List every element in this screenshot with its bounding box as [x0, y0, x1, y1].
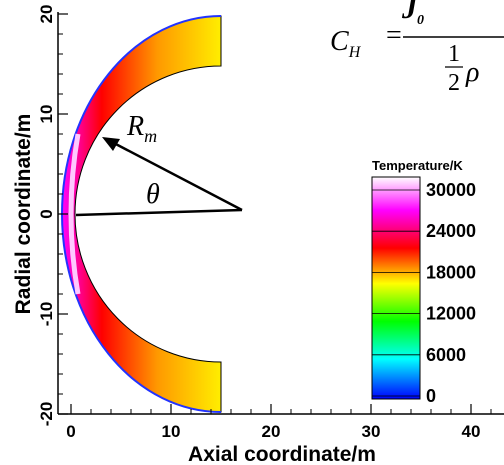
axis-ticks	[58, 13, 492, 415]
legend-level-label: 24000	[426, 221, 476, 241]
x-tick-label: 30	[362, 422, 381, 441]
legend-level-label: 0	[426, 386, 436, 406]
x-tick-label: 0	[66, 422, 75, 441]
formula-integral: J0	[401, 0, 424, 28]
legend-ticks	[372, 189, 420, 397]
formula-lhs: CH	[330, 26, 362, 61]
x-tick-label: 20	[262, 422, 281, 441]
y-tick-label: 20	[37, 5, 56, 24]
radius-symbol: Rm	[126, 111, 157, 146]
x-tick-labels: 0 10 20 30 40	[66, 422, 480, 441]
y-tick-labels: -20 -10 0 10 20	[37, 5, 56, 427]
legend-level-label: 12000	[426, 304, 476, 324]
legend-level-label: 6000	[426, 345, 466, 365]
radius-arrow-head	[102, 137, 120, 151]
x-axis-label: Axial coordinate/m	[188, 443, 376, 465]
radius-arrow-line	[109, 139, 243, 212]
x-tick-label: 10	[162, 422, 181, 441]
y-tick-label: 0	[37, 209, 56, 218]
legend-colorbar	[371, 176, 421, 400]
y-tick-label: -20	[37, 402, 56, 427]
formula-equals: =	[386, 20, 402, 51]
y-tick-label: 10	[37, 105, 56, 124]
legend-labels: 30000 24000 18000 12000 6000 0	[426, 180, 476, 406]
formula-two: 2	[448, 70, 460, 96]
formula-one: 1	[448, 41, 460, 67]
y-axis-label: Radial coordinate/m	[12, 114, 35, 315]
x-tick-label: 40	[462, 422, 481, 441]
formula-rho: ρ	[465, 57, 479, 88]
y-tick-label: -10	[37, 302, 56, 327]
angle-baseline	[75, 208, 243, 217]
legend-level-label: 30000	[426, 180, 476, 200]
angle-symbol: θ	[146, 179, 160, 210]
legend-level-label: 18000	[426, 262, 476, 282]
legend-title: Temperature/K	[372, 158, 463, 173]
stagnation-hot-zone	[68, 133, 81, 295]
